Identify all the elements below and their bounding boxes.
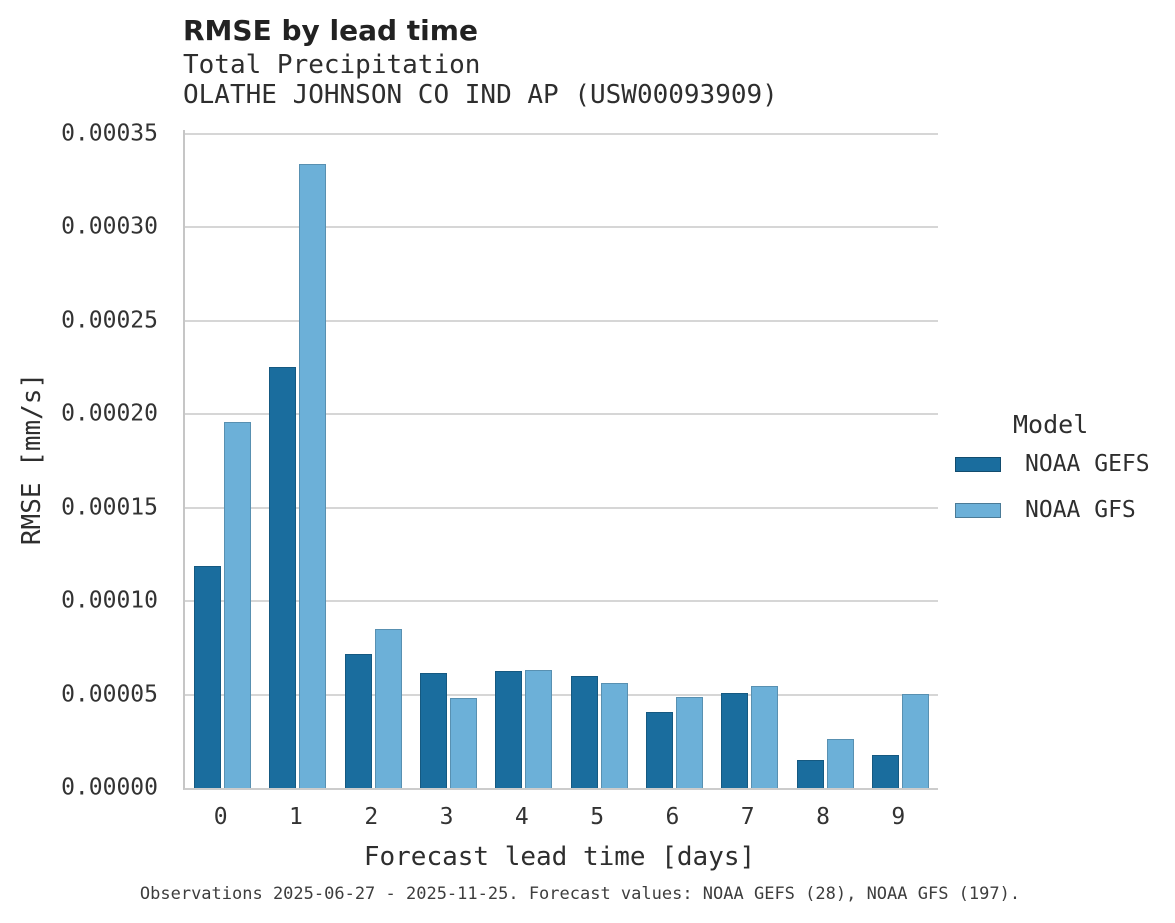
y-tick-label: 0.00020 [61,400,158,427]
chart-subtitle: Total Precipitation [183,50,481,80]
bar-noaa-gfs-lead-2 [374,628,402,788]
gridline [185,226,938,229]
legend-swatch [955,502,1001,518]
bar-noaa-gfs-lead-4 [525,670,553,788]
bar-noaa-gefs-lead-7 [721,693,749,788]
bar-group-lead-4 [486,130,561,788]
bar-noaa-gfs-lead-9 [901,693,929,788]
bar-noaa-gfs-lead-1 [299,163,327,788]
y-tick-label: 0.00010 [61,587,158,614]
bar-group-lead-8 [787,130,862,788]
y-axis-tick-labels: 0.00000 0.00005 0.00010 0.00015 0.00020 0.000… [0,122,158,799]
bar-group-lead-2 [336,130,411,788]
bar-group-lead-3 [411,130,486,788]
gridline [185,693,938,696]
bar-noaa-gfs-lead-5 [600,682,628,788]
gridline [185,319,938,322]
bar-noaa-gefs-lead-3 [420,673,448,788]
x-tick-label: 6 [665,804,680,830]
bar-noaa-gefs-lead-0 [194,565,222,788]
bar-noaa-gfs-lead-0 [224,421,252,788]
legend-title: Model [1013,410,1089,439]
bar-noaa-gfs-lead-7 [751,685,779,788]
bar-noaa-gefs-lead-1 [269,367,297,788]
bar-noaa-gfs-lead-8 [826,739,854,788]
bar-group-lead-1 [260,130,335,788]
bar-group-lead-0 [185,130,260,788]
x-tick-label: 9 [891,804,906,830]
bar-noaa-gfs-lead-3 [450,697,478,788]
y-tick-label: 0.00015 [61,494,158,521]
bar-noaa-gefs-lead-6 [645,711,673,788]
plot-area [183,130,938,790]
bar-group-lead-5 [561,130,636,788]
caption: Observations 2025-06-27 - 2025-11-25. Fo… [139,884,1021,904]
x-tick-label: 5 [590,804,605,830]
x-axis-tick-labels: 0 1 2 3 4 5 6 7 8 9 [183,804,936,830]
bar-noaa-gefs-lead-5 [570,676,598,788]
gridline [185,132,938,135]
chart-station-subtitle: OLATHE JOHNSON CO IND AP (USW00093909) [183,80,778,110]
legend-swatch [955,456,1001,472]
gridline [185,600,938,603]
legend: Model NOAA GEFS NOAA GFS [955,410,1165,543]
x-tick-label: 4 [514,804,529,830]
bar-noaa-gefs-lead-2 [344,653,372,788]
bar-group-lead-6 [637,130,712,788]
bar-group-lead-7 [712,130,787,788]
y-tick-label: 0.00000 [61,774,158,801]
gridline [185,413,938,416]
y-tick-label: 0.00030 [61,213,158,240]
y-tick-label: 0.00025 [61,307,158,334]
legend-label: NOAA GFS [1025,497,1136,523]
bar-noaa-gefs-lead-9 [871,754,899,788]
chart-title: RMSE by lead time [183,14,478,47]
x-axis-title: Forecast lead time [days] [363,842,756,872]
legend-entry-noaa-gefs: NOAA GEFS [955,451,1165,477]
y-tick-label: 0.00005 [61,681,158,708]
bars [185,130,938,788]
legend-entry-noaa-gfs: NOAA GFS [955,497,1165,523]
bar-noaa-gfs-lead-6 [675,696,703,788]
legend-entries: NOAA GEFS NOAA GFS [955,451,1165,523]
x-tick-label: 3 [439,804,454,830]
bar-noaa-gefs-lead-4 [495,670,523,788]
bar-group-lead-9 [863,130,938,788]
y-tick-label: 0.00035 [61,120,158,147]
x-tick-label: 1 [289,804,303,830]
bar-noaa-gefs-lead-8 [796,759,824,788]
gridline [185,506,938,509]
x-tick-label: 8 [816,804,830,830]
x-tick-label: 7 [740,804,755,830]
x-tick-label: 2 [364,804,379,830]
legend-label: NOAA GEFS [1025,451,1150,477]
x-tick-label: 0 [213,804,228,830]
